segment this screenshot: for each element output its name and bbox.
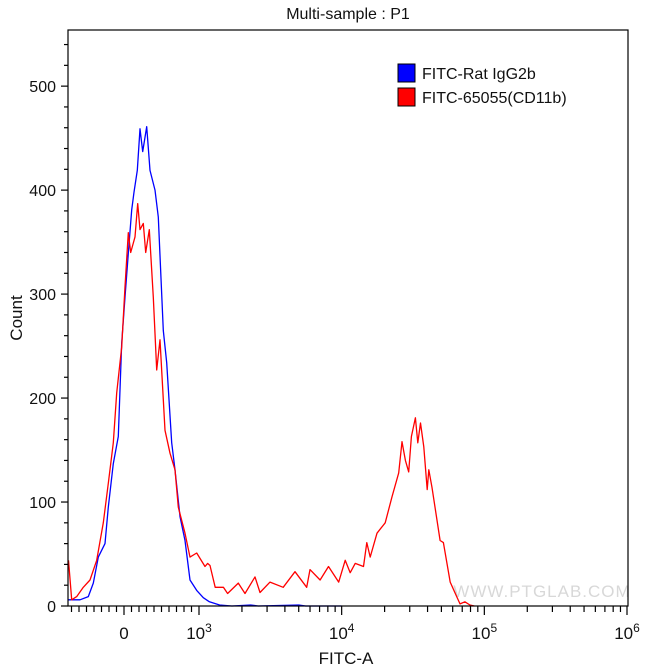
- x-tick-label: 103: [186, 621, 212, 643]
- y-tick-label: 0: [47, 599, 56, 616]
- legend: FITC-Rat IgG2b FITC-65055(CD11b): [397, 63, 567, 107]
- x-axis: 0 103 104 105 106: [70, 606, 640, 643]
- legend-swatch: [397, 87, 416, 107]
- y-tick-label: 100: [29, 495, 56, 512]
- x-tick-label: 0: [119, 624, 128, 643]
- legend-label: FITC-65055(CD11b): [422, 90, 567, 107]
- chart-title: Multi-sample : P1: [286, 6, 410, 23]
- watermark: WWW.PTGLAB.COM: [453, 582, 630, 601]
- plot-area: [67, 126, 475, 607]
- legend-swatch: [397, 63, 416, 83]
- x-axis-label: FITC-A: [319, 649, 374, 668]
- series-line-0: [68, 126, 342, 607]
- legend-label: FITC-Rat IgG2b: [422, 66, 536, 83]
- y-axis: 0 100 200 300 400 500: [29, 43, 68, 616]
- x-tick-label: 105: [472, 621, 498, 643]
- series-line-1: [67, 202, 475, 607]
- x-tick-label: 104: [329, 621, 355, 643]
- y-tick-label: 400: [29, 183, 56, 200]
- y-axis-label: Count: [7, 295, 26, 341]
- y-tick-label: 300: [29, 287, 56, 304]
- plot-frame: [67, 29, 629, 607]
- y-tick-label: 500: [29, 79, 56, 96]
- x-tick-label: 106: [614, 621, 640, 643]
- y-tick-label: 200: [29, 391, 56, 408]
